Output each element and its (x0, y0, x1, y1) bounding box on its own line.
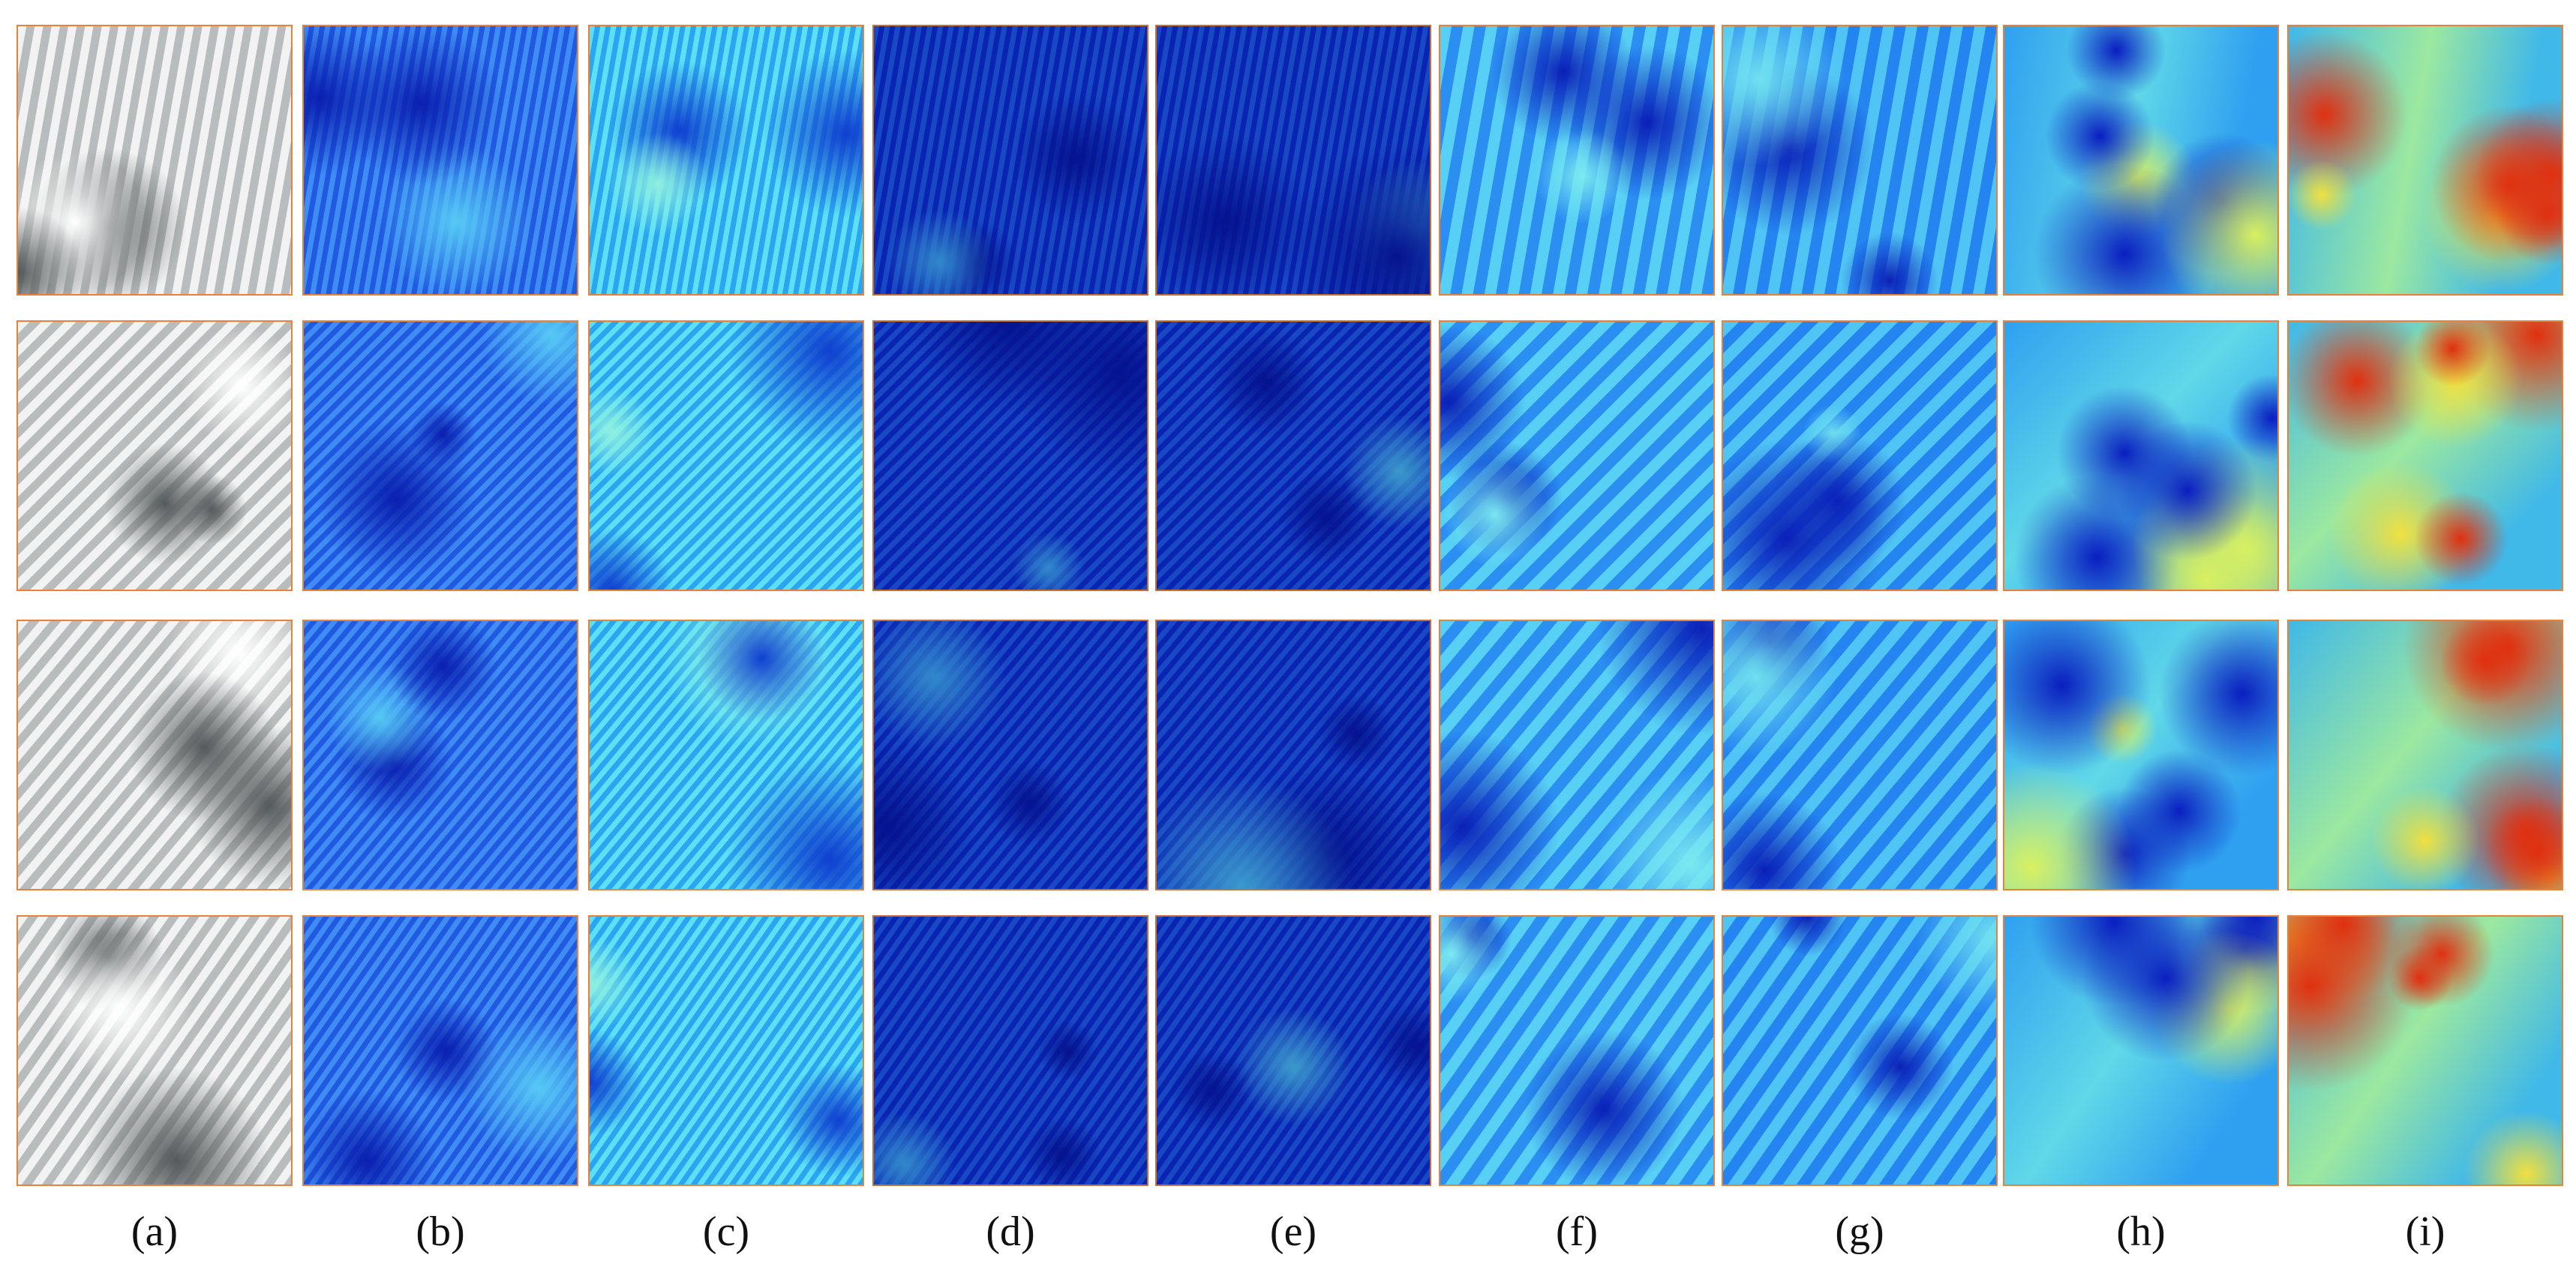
image-tile (1722, 620, 1998, 890)
image-tile (2003, 25, 2279, 296)
image-tile (1155, 320, 1431, 591)
image-tile (2003, 620, 2279, 890)
column-label: (e) (1269, 1208, 1317, 1255)
image-tile (2003, 915, 2279, 1186)
column-label: (b) (416, 1208, 465, 1255)
image-tile (2287, 25, 2563, 296)
column-label: (d) (986, 1208, 1035, 1255)
image-tile (1722, 915, 1998, 1186)
image-tile (588, 915, 864, 1186)
image-tile (17, 320, 293, 591)
image-tile (17, 620, 293, 890)
image-tile (588, 25, 864, 296)
image-tile (1439, 620, 1715, 890)
image-tile (302, 620, 578, 890)
image-tile (302, 25, 578, 296)
image-tile (2287, 320, 2563, 591)
image-tile (872, 320, 1148, 591)
image-tile (588, 620, 864, 890)
image-tile (302, 320, 578, 591)
image-tile (2287, 915, 2563, 1186)
image-tile (872, 620, 1148, 890)
image-tile (1439, 915, 1715, 1186)
column-label: (f) (1556, 1208, 1598, 1255)
image-tile (1439, 320, 1715, 591)
image-tile (302, 915, 578, 1186)
image-tile (1155, 620, 1431, 890)
image-tile (17, 25, 293, 296)
image-tile (17, 915, 293, 1186)
column-label: (a) (131, 1208, 179, 1255)
image-tile (872, 915, 1148, 1186)
column-label: (h) (2116, 1208, 2166, 1255)
column-label: (c) (702, 1208, 750, 1255)
column-label: (i) (2405, 1208, 2445, 1255)
image-tile (1722, 320, 1998, 591)
image-tile (2003, 320, 2279, 591)
image-tile (1155, 25, 1431, 296)
column-label: (g) (1835, 1208, 1884, 1255)
image-tile (1155, 915, 1431, 1186)
image-tile (1439, 25, 1715, 296)
image-tile (872, 25, 1148, 296)
image-tile (1722, 25, 1998, 296)
image-tile (2287, 620, 2563, 890)
image-tile (588, 320, 864, 591)
